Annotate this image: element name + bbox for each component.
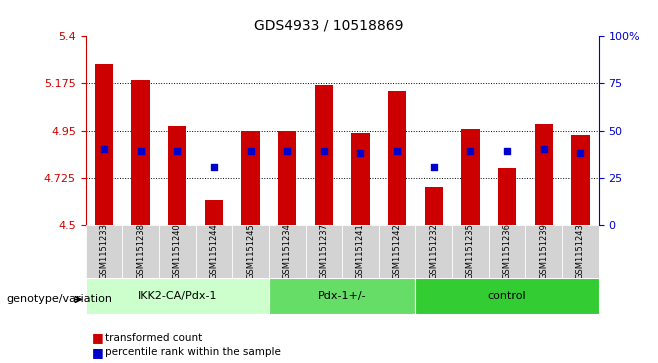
Point (136, 148, 146, 154)
FancyBboxPatch shape (489, 225, 526, 278)
FancyBboxPatch shape (342, 225, 379, 278)
FancyBboxPatch shape (526, 225, 562, 278)
Point (355, 150, 366, 156)
Bar (571, 135, 590, 225)
FancyBboxPatch shape (86, 225, 122, 278)
Text: GSM1151233: GSM1151233 (99, 223, 109, 280)
Text: genotype/variation: genotype/variation (7, 294, 113, 305)
FancyBboxPatch shape (415, 278, 599, 314)
Bar (351, 133, 370, 225)
Text: GSM1151234: GSM1151234 (283, 224, 291, 279)
Bar (498, 168, 517, 225)
Bar (241, 131, 260, 225)
Bar (388, 91, 406, 225)
Text: GSM1151241: GSM1151241 (356, 224, 365, 279)
FancyBboxPatch shape (232, 225, 269, 278)
FancyBboxPatch shape (269, 225, 305, 278)
Text: transformed count: transformed count (105, 333, 203, 343)
Text: GSM1151238: GSM1151238 (136, 223, 145, 280)
Text: IKK2-CA/Pdx-1: IKK2-CA/Pdx-1 (138, 291, 217, 301)
FancyBboxPatch shape (159, 225, 195, 278)
Point (538, 146, 549, 151)
Point (502, 148, 513, 154)
Text: GSM1151240: GSM1151240 (172, 224, 182, 279)
Text: ■: ■ (92, 346, 104, 359)
Point (392, 148, 403, 154)
Bar (168, 126, 186, 225)
Point (318, 148, 329, 154)
FancyBboxPatch shape (86, 278, 269, 314)
Text: GSM1151239: GSM1151239 (540, 224, 548, 279)
Point (99, 146, 109, 151)
Text: GSM1151244: GSM1151244 (209, 224, 218, 279)
Point (172, 148, 182, 154)
Point (282, 148, 292, 154)
Text: percentile rank within the sample: percentile rank within the sample (105, 347, 281, 357)
FancyBboxPatch shape (562, 225, 599, 278)
Point (245, 148, 256, 154)
Bar (95, 64, 113, 225)
Text: GSM1151243: GSM1151243 (576, 224, 585, 279)
Bar (315, 85, 333, 225)
Bar (205, 200, 223, 225)
Text: GSM1151242: GSM1151242 (393, 224, 401, 279)
Text: GSM1151245: GSM1151245 (246, 224, 255, 279)
Point (209, 164, 219, 170)
Text: control: control (488, 291, 526, 301)
FancyBboxPatch shape (415, 225, 452, 278)
Text: GDS4933 / 10518869: GDS4933 / 10518869 (254, 18, 404, 32)
Text: GSM1151236: GSM1151236 (503, 223, 512, 280)
FancyBboxPatch shape (122, 225, 159, 278)
Point (428, 164, 439, 170)
FancyBboxPatch shape (379, 225, 415, 278)
Text: GSM1151235: GSM1151235 (466, 224, 475, 279)
Point (465, 148, 476, 154)
Point (575, 150, 586, 156)
FancyBboxPatch shape (195, 225, 232, 278)
Bar (534, 125, 553, 225)
FancyBboxPatch shape (452, 225, 489, 278)
Bar (424, 187, 443, 225)
Text: ■: ■ (92, 331, 104, 344)
Bar (461, 129, 480, 225)
Text: Pdx-1+/-: Pdx-1+/- (318, 291, 367, 301)
FancyBboxPatch shape (269, 278, 415, 314)
FancyBboxPatch shape (305, 225, 342, 278)
Bar (132, 80, 149, 225)
Text: GSM1151232: GSM1151232 (429, 224, 438, 279)
Text: GSM1151237: GSM1151237 (319, 223, 328, 280)
Bar (278, 131, 296, 225)
